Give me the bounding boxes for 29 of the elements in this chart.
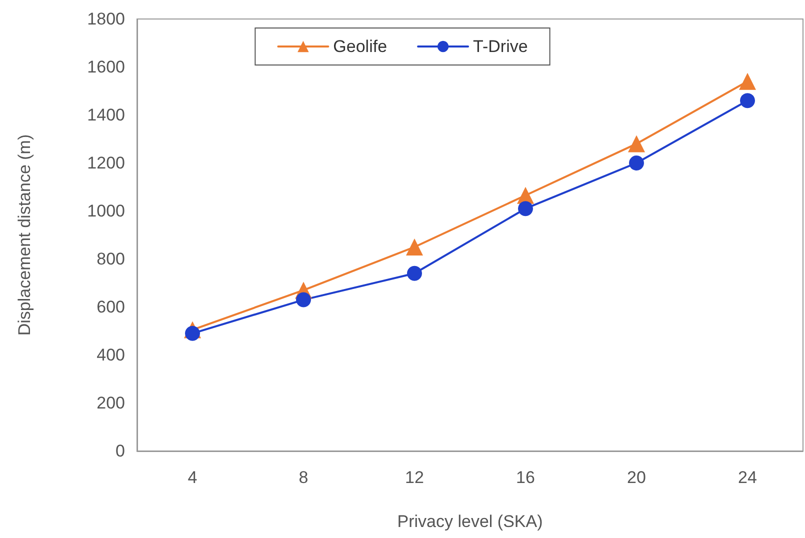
y-tick-label: 200 (96, 394, 125, 412)
point (740, 93, 755, 108)
y-tick-label: 800 (96, 250, 125, 268)
x-tick-label: 24 (738, 468, 757, 487)
x-axis-title: Privacy level (SKA) (397, 512, 543, 531)
legend-label: Geolife (333, 37, 388, 56)
point (406, 238, 423, 256)
point (296, 292, 311, 308)
y-axis-title: Displacement distance (m) (15, 134, 34, 336)
y-tick-label: 0 (116, 442, 125, 460)
point (518, 201, 533, 216)
y-tick-label: 1200 (87, 154, 125, 172)
y-tick-label: 400 (96, 346, 125, 364)
y-tick-label: 1800 (87, 10, 125, 28)
x-tick-label: 12 (405, 468, 424, 487)
legend-label: T-Drive (473, 37, 528, 56)
point (629, 156, 644, 170)
x-tick-label: 20 (627, 468, 646, 487)
x-tick-label: 16 (516, 468, 535, 487)
point (739, 72, 756, 90)
x-tick-label: 8 (298, 468, 308, 487)
point (628, 135, 645, 152)
point (407, 266, 422, 281)
y-tick-label: 1600 (87, 58, 125, 76)
x-tick-label: 4 (188, 468, 198, 487)
y-tick-label: 600 (96, 298, 125, 316)
point (185, 326, 200, 341)
y-tick-label: 1400 (87, 106, 125, 124)
y-tick-label: 1000 (87, 202, 125, 220)
